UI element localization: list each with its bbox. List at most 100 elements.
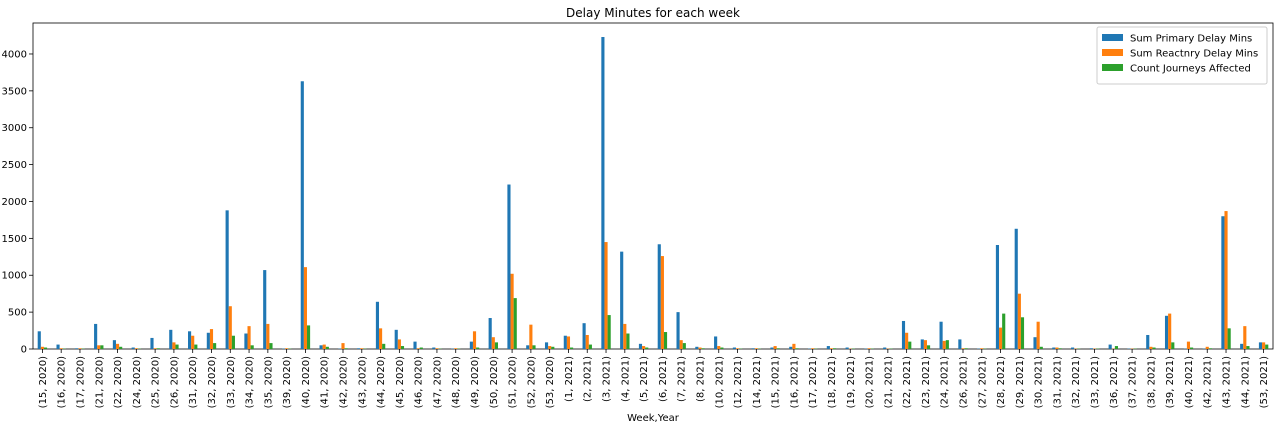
x-tick-label: (44, 2021) — [1240, 356, 1251, 408]
bar — [360, 348, 364, 349]
bar — [400, 346, 405, 349]
bar — [150, 337, 154, 349]
bar — [1265, 344, 1269, 349]
bar — [156, 348, 160, 349]
bar — [845, 347, 849, 349]
bar — [585, 334, 589, 349]
bar — [134, 348, 138, 349]
bar — [1089, 348, 1093, 349]
bar — [1020, 317, 1025, 349]
x-tick-label: (43, 2021) — [1222, 356, 1233, 408]
x-tick-label: (48, 2020) — [451, 356, 462, 408]
bar — [507, 184, 511, 349]
legend-swatch — [1102, 34, 1123, 41]
x-tick-label: (3, 2021) — [602, 356, 613, 402]
bar — [620, 251, 624, 349]
bar — [1055, 347, 1059, 349]
y-tick-label: 3000 — [2, 123, 27, 134]
x-tick-label: (42, 2020) — [339, 356, 350, 408]
bar — [526, 345, 530, 349]
bar — [717, 346, 721, 349]
legend-box — [1096, 26, 1268, 85]
bar — [397, 339, 401, 349]
bar — [735, 348, 740, 349]
bar — [191, 335, 195, 349]
x-tick-label: (31, 2021) — [1052, 356, 1063, 408]
bar — [413, 341, 417, 349]
y-tick-label: 1000 — [2, 271, 27, 282]
bar — [209, 329, 214, 349]
x-tick-label: (17, 2021) — [808, 356, 819, 408]
x-tick-label: (19, 2021) — [846, 356, 857, 408]
bar — [926, 345, 931, 349]
x-tick-label: (33, 2020) — [226, 356, 237, 408]
chart-title: Delay Minutes for each week — [566, 6, 740, 20]
bar — [732, 347, 736, 349]
bar — [626, 333, 630, 349]
y-tick-label: 0 — [21, 345, 27, 356]
x-tick-label: (4, 2021) — [620, 356, 631, 402]
bar — [544, 342, 549, 349]
x-tick-label: (17, 2020) — [75, 356, 86, 408]
bar — [789, 346, 793, 349]
bar — [494, 342, 498, 349]
bar — [40, 346, 44, 349]
bar — [213, 343, 217, 349]
bar — [394, 329, 398, 349]
bar — [638, 343, 643, 349]
bar — [961, 348, 965, 349]
bar — [419, 347, 423, 349]
x-tick-label: (35, 2020) — [263, 356, 274, 408]
bar — [964, 348, 968, 349]
bar — [454, 348, 458, 349]
x-tick-label: (45, 2020) — [395, 356, 406, 408]
bar — [172, 342, 176, 349]
y-axis: 0 500 1000 1500 2000 2500 3000 3500 4000 — [2, 49, 33, 356]
legend-label: Sum Reactnry Delay Mins — [1130, 49, 1258, 60]
x-tick-label: (22, 2020) — [113, 356, 124, 408]
bar — [1227, 328, 1231, 349]
x-tick-label: (32, 2021) — [1071, 356, 1082, 408]
x-axis: (15, 2020) (16, 2020) (17, 2020) (21, 2020)… — [38, 349, 1270, 408]
x-tick-label: (24, 2020) — [132, 356, 143, 408]
legend-swatch — [1102, 49, 1123, 56]
bar — [1224, 211, 1228, 349]
bar — [1036, 321, 1040, 349]
x-tick-label: (37, 2021) — [1128, 356, 1139, 408]
bar — [679, 340, 683, 349]
x-tick-label: (25, 2020) — [151, 356, 162, 408]
bar — [607, 315, 611, 349]
bar — [795, 348, 799, 349]
x-tick-label: (16, 2020) — [57, 356, 68, 408]
x-tick-label: (2, 2021) — [583, 356, 594, 402]
bar — [867, 348, 871, 349]
x-tick-label: (44, 2020) — [376, 356, 387, 408]
bar — [1058, 348, 1062, 349]
x-tick-label: (10, 2021) — [714, 356, 725, 408]
x-tick-label: (22, 2021) — [902, 356, 913, 408]
bar — [225, 210, 229, 349]
bar — [958, 339, 962, 349]
legend-label: Sum Primary Delay Mins — [1130, 34, 1252, 45]
x-tick-label: (15, 2020) — [38, 356, 49, 408]
bar — [1221, 216, 1225, 349]
bar — [131, 347, 135, 349]
bar — [115, 343, 120, 349]
bar — [244, 333, 248, 349]
x-tick-label: (43, 2020) — [357, 356, 368, 408]
x-tick-label: (51, 2020) — [508, 356, 519, 408]
bar — [382, 343, 386, 349]
x-tick-label: (36, 2021) — [1109, 356, 1120, 408]
bar — [776, 348, 780, 349]
bar — [532, 345, 536, 349]
x-tick-label: (16, 2021) — [789, 356, 800, 408]
bar — [588, 344, 592, 349]
bar — [1262, 342, 1266, 349]
x-tick-label: (21, 2021) — [883, 356, 894, 408]
bar — [714, 336, 718, 349]
bar — [1205, 346, 1209, 349]
bar — [751, 348, 755, 349]
bar — [642, 346, 646, 349]
y-tick-label: 2000 — [2, 197, 27, 208]
bar — [660, 256, 664, 349]
